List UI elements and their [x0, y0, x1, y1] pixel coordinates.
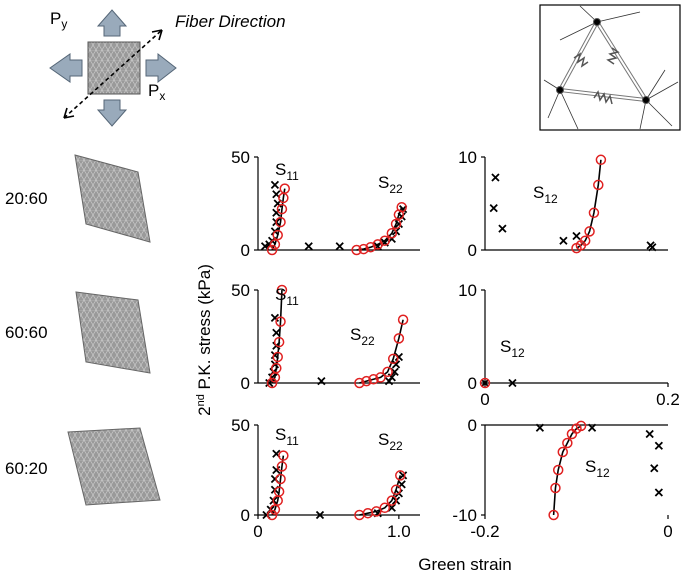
- y-tick-label: 50: [231, 416, 250, 435]
- annotation-text: S: [350, 325, 361, 344]
- y-axis-label: 2nd P.K. stress (kPa): [195, 264, 214, 416]
- annotation: S11: [275, 425, 299, 448]
- annotation-sub: 11: [286, 294, 299, 308]
- figure: Fiber Direction Py Px 20:60 60:60 60:20 …: [0, 0, 685, 577]
- annotation: S22: [350, 325, 375, 348]
- model-curve: [554, 426, 581, 515]
- annotation-sub: 12: [596, 466, 610, 480]
- annotation: S12: [585, 457, 610, 480]
- annotation-sub: 11: [286, 434, 299, 448]
- x-tick-label: -0.2: [470, 522, 499, 541]
- annotation-text: S: [378, 430, 389, 449]
- data-point: [336, 243, 343, 250]
- annotation-text: S: [533, 183, 544, 202]
- annotation: S11: [275, 285, 299, 308]
- annotation-sub: 22: [389, 182, 403, 196]
- x-tick-label: 1.0: [387, 522, 411, 541]
- fiber-label: Fiber Direction: [175, 12, 286, 31]
- y-tick-label: 0: [468, 416, 477, 435]
- y-tick-label: 10: [458, 281, 477, 300]
- sample-label: 60:20: [5, 459, 48, 478]
- annotation: S22: [378, 173, 403, 196]
- data-point: [490, 205, 497, 212]
- annotation-text: S: [500, 337, 511, 356]
- data-point: [271, 181, 278, 188]
- sample-meshes: 20:60 60:60 60:20: [5, 155, 160, 505]
- data-point: [400, 472, 407, 479]
- data-point: [651, 465, 658, 472]
- sample-label: 20:60: [5, 189, 48, 208]
- annotation-sub: 11: [286, 169, 299, 183]
- px-label: Px: [148, 81, 165, 103]
- y-tick-label: 10: [458, 148, 477, 167]
- y-tick-label: 0: [241, 374, 250, 393]
- data-point: [655, 489, 662, 496]
- annotation-text: S: [275, 425, 286, 444]
- data-point: [573, 233, 580, 240]
- y-tick-label: 0: [241, 241, 250, 260]
- data-point: [395, 353, 402, 360]
- data-point: [655, 442, 662, 449]
- annotation-sub: 12: [544, 192, 558, 206]
- sample-label: 60:60: [5, 323, 48, 342]
- annotation: S12: [500, 337, 525, 360]
- y-tick-label: 50: [231, 148, 250, 167]
- annotation-text: S: [585, 457, 596, 476]
- data-point: [499, 225, 506, 232]
- schematic: Fiber Direction Py Px: [50, 9, 286, 126]
- annotation: S22: [378, 430, 403, 453]
- y-tick-label: 0: [468, 374, 477, 393]
- annotation-text: S: [275, 160, 286, 179]
- x-tick-label: 0.2: [656, 390, 680, 409]
- annotation-text: S: [275, 285, 286, 304]
- data-point: [560, 237, 567, 244]
- x-tick-label: 0: [663, 522, 672, 541]
- y-tick-label: 50: [231, 281, 250, 300]
- y-tick-label: 0: [468, 241, 477, 260]
- data-point: [646, 431, 653, 438]
- x-tick-label: 0: [253, 522, 262, 541]
- y-tick-label: 0: [241, 506, 250, 525]
- annotation: S11: [275, 160, 299, 183]
- annotation: S12: [533, 183, 558, 206]
- x-tick-label: 0: [480, 390, 489, 409]
- py-label: Py: [50, 9, 67, 31]
- annotation-sub: 22: [389, 439, 403, 453]
- model-curve: [577, 160, 601, 248]
- data-point: [273, 329, 280, 336]
- x-axis-label: Green strain: [418, 555, 512, 574]
- annotation-sub: 22: [361, 334, 375, 348]
- annotation-text: S: [378, 173, 389, 192]
- data-point: [305, 243, 312, 250]
- network-diagram: [540, 5, 680, 130]
- annotation-sub: 12: [511, 346, 525, 360]
- data-point: [492, 174, 499, 181]
